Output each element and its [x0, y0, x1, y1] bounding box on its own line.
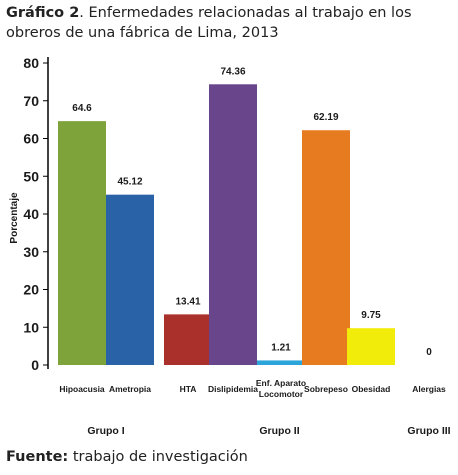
- category-label: Obesidad: [352, 384, 391, 394]
- source-note: Fuente: trabajo de investigación: [6, 449, 248, 465]
- group-label: Grupo III: [407, 425, 450, 437]
- y-tick-label: 50: [23, 168, 39, 184]
- data-label: 13.41: [175, 296, 200, 307]
- group-label: Grupo I: [87, 425, 124, 437]
- data-label: 74.36: [220, 66, 245, 77]
- chart-title-text: . Enfermedades relacionadas al trabajo e…: [6, 5, 412, 41]
- data-label: 1.21: [271, 342, 291, 353]
- category-label: Sobrepeso: [304, 384, 348, 394]
- chart-title: Gráfico 2. Enfermedades relacionadas al …: [6, 3, 452, 43]
- bar-hta: [164, 314, 212, 365]
- y-tick-label: 60: [23, 131, 39, 147]
- category-label: Enf. Aparato Locomotor: [256, 378, 306, 399]
- y-tick-label: 0: [31, 357, 39, 373]
- y-tick-label: 40: [23, 206, 39, 222]
- source-text: trabajo de investigación: [68, 449, 248, 465]
- y-tick-label: 20: [23, 282, 39, 298]
- category-label: HTA: [180, 384, 197, 394]
- category-label: Alergias: [412, 384, 446, 394]
- data-label: 64.6: [72, 103, 92, 114]
- category-label: Dislipidemia: [208, 384, 258, 394]
- data-label: 62.19: [313, 112, 338, 123]
- y-tick-label: 10: [23, 319, 39, 335]
- bar-hipoacusia: [58, 121, 106, 365]
- y-tick-label: 30: [23, 244, 39, 260]
- data-label: 0: [426, 347, 432, 358]
- source-label: Fuente:: [6, 449, 69, 465]
- bar-chart: 0 10 20 30 40 50 60 70 80 Porcentaje 64.6 Hipoacusi…: [9, 55, 451, 437]
- bar-dislipidemia: [209, 84, 257, 365]
- bar-sobrepeso: [302, 130, 350, 365]
- category-label: Hipoacusia: [59, 384, 105, 394]
- bar-enf-aparato-locomotor: [257, 360, 305, 365]
- chart-title-prefix: Gráfico 2: [6, 5, 80, 21]
- bar-ametropia: [106, 194, 154, 365]
- data-label: 45.12: [117, 177, 142, 188]
- y-tick-label: 80: [23, 55, 39, 71]
- data-label: 9.75: [361, 310, 381, 321]
- group-label: Grupo II: [259, 425, 299, 437]
- y-tick-label: 70: [23, 93, 39, 109]
- category-label: Ametropia: [109, 384, 151, 394]
- bar-obesidad: [347, 328, 395, 365]
- y-axis-title: Porcentaje: [9, 192, 20, 244]
